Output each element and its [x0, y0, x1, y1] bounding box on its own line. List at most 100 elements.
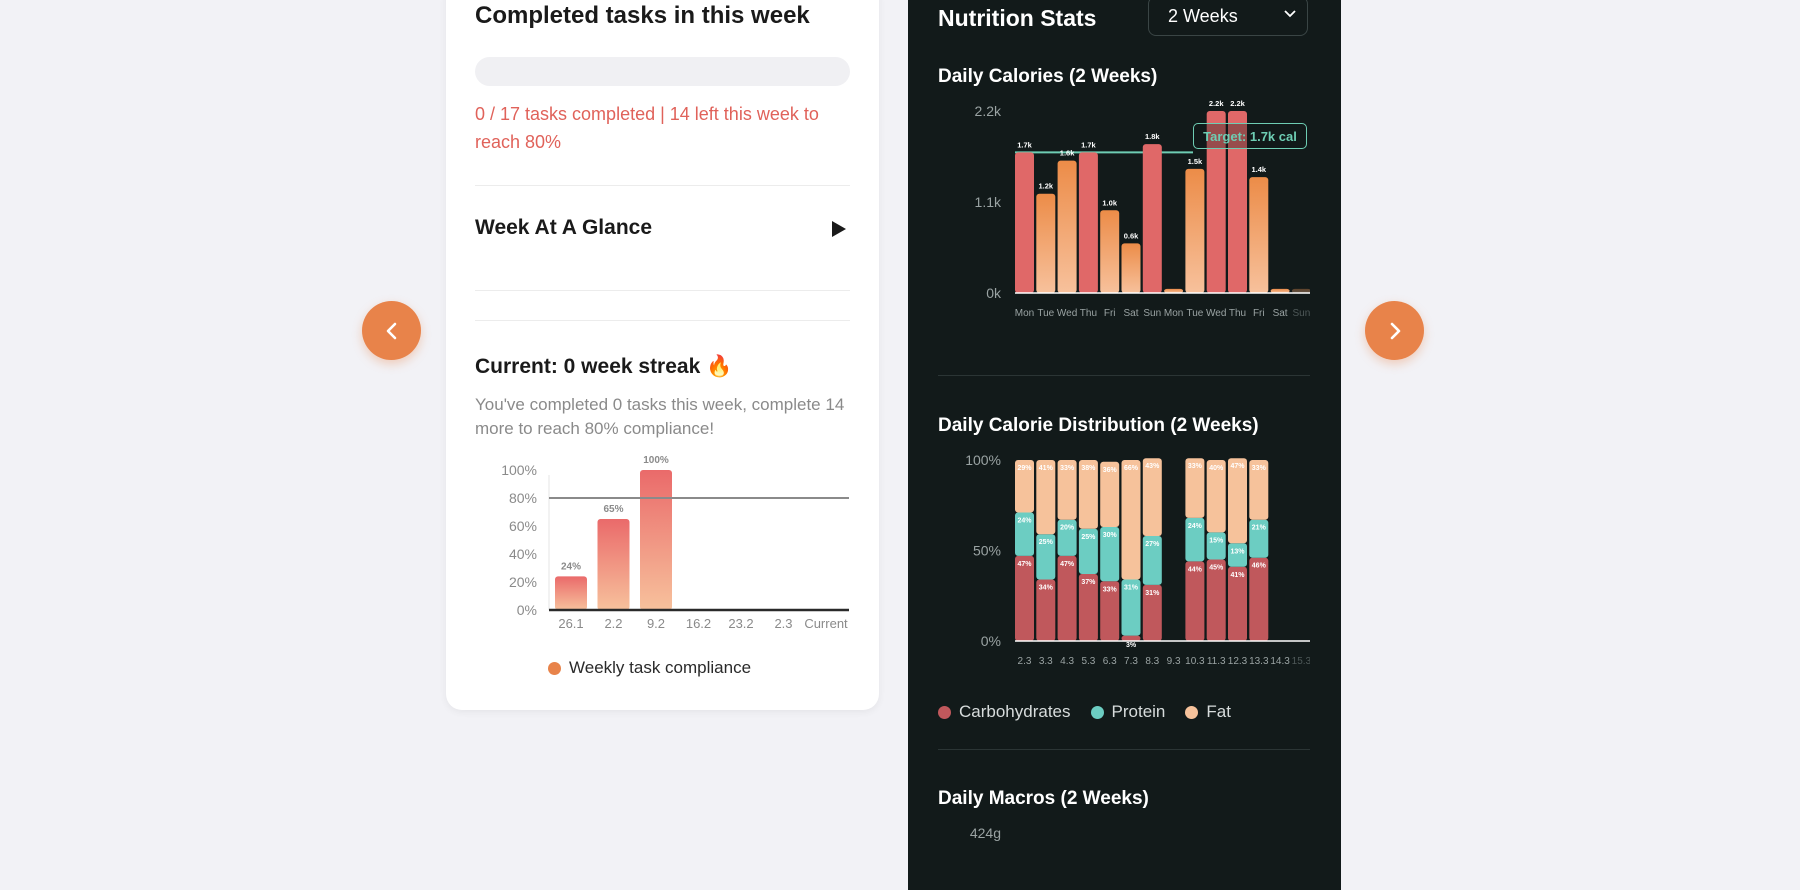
x-tick-label: 10.3	[1185, 656, 1205, 667]
tasks-progress-bar	[475, 57, 850, 86]
distribution-segment	[1206, 559, 1226, 641]
x-tick-label: 4.3	[1060, 656, 1074, 667]
segment-value-label: 30%	[1103, 532, 1118, 539]
segment-value-label: 25%	[1081, 534, 1096, 541]
distribution-segment	[1100, 461, 1120, 527]
distribution-segment	[1057, 460, 1077, 520]
segment-value-label: 38%	[1081, 465, 1096, 472]
previous-button[interactable]	[362, 301, 421, 360]
distribution-segment	[1121, 460, 1141, 580]
distribution-segment	[1057, 519, 1077, 556]
x-tick-label: 6.3	[1103, 656, 1117, 667]
calorie-bar	[1206, 111, 1226, 293]
distribution-segment	[1185, 458, 1205, 518]
week-at-a-glance-toggle[interactable]: Week At A Glance	[475, 212, 850, 246]
daily-macros-chart: 424g	[970, 825, 1001, 841]
x-tick-label: Sat	[1123, 308, 1138, 319]
segment-value-label: 29%	[1017, 465, 1032, 472]
x-tick-label: Sun	[1293, 308, 1310, 319]
bar-value-label: 2.2k	[1230, 99, 1245, 108]
distribution-segment	[1185, 561, 1205, 641]
completed-tasks-title: Completed tasks in this week	[475, 2, 810, 29]
divider	[475, 320, 850, 321]
segment-value-label: 3%	[1126, 642, 1137, 649]
bar-value-label: 100%	[643, 455, 669, 466]
distribution-segment	[1100, 581, 1120, 641]
distribution-segment	[1036, 460, 1056, 535]
compliance-legend: Weekly task compliance	[548, 658, 751, 678]
distribution-segment	[1228, 458, 1247, 544]
chevron-down-icon	[1284, 10, 1296, 18]
x-tick-label: 14.3	[1270, 656, 1290, 667]
y-tick-label: 1.1k	[975, 194, 1002, 210]
calorie-bar	[1164, 288, 1184, 293]
legend-label: Protein	[1111, 702, 1166, 721]
x-tick-label: 8.3	[1145, 656, 1159, 667]
divider	[475, 290, 850, 291]
segment-value-label: 20%	[1060, 525, 1075, 532]
calorie-bar	[1015, 152, 1034, 293]
streak-description: You've completed 0 tasks this week, comp…	[475, 395, 845, 438]
distribution-segment	[1121, 579, 1141, 636]
distribution-segment	[1228, 566, 1247, 641]
calorie-bar	[1121, 243, 1141, 293]
x-tick-label: Mon	[1164, 308, 1183, 319]
chevron-right-icon	[1390, 322, 1400, 339]
calorie-bar	[1185, 168, 1205, 293]
y-tick-label: 40%	[509, 546, 537, 562]
distribution-segment	[1057, 555, 1077, 641]
bar-value-label: 1.2k	[1038, 182, 1053, 191]
segment-value-label: 47%	[1060, 561, 1075, 568]
x-tick-label: Current	[804, 616, 848, 631]
x-tick-label: Tue	[1037, 308, 1054, 319]
x-tick-label: 12.3	[1228, 656, 1248, 667]
legend-label: Carbohydrates	[959, 702, 1071, 721]
x-tick-label: Sun	[1143, 308, 1161, 319]
x-tick-label: Thu	[1080, 308, 1097, 319]
x-tick-label: 2.2	[604, 616, 622, 631]
distribution-segment	[1015, 460, 1034, 513]
distribution-segment	[1015, 512, 1034, 556]
y-tick-label: 2.2k	[975, 103, 1002, 119]
segment-value-label: 24%	[1017, 517, 1032, 524]
divider	[475, 185, 850, 186]
segment-value-label: 15%	[1209, 537, 1224, 544]
x-tick-label: 7.3	[1124, 656, 1138, 667]
compliance-bar	[555, 576, 587, 610]
segment-value-label: 37%	[1081, 579, 1096, 586]
distribution-segment	[1121, 635, 1141, 641]
distribution-segment	[1228, 543, 1247, 567]
calorie-bar	[1078, 152, 1098, 293]
segment-value-label: 33%	[1252, 465, 1267, 472]
distribution-segment	[1206, 532, 1226, 560]
y-tick-label: 0k	[986, 285, 1002, 301]
bar-value-label: 1.7k	[1017, 140, 1032, 149]
segment-value-label: 36%	[1103, 467, 1118, 474]
legend-item-fat: Fat	[1185, 702, 1231, 722]
calorie-bar	[1249, 177, 1269, 293]
x-tick-label: 23.2	[728, 616, 753, 631]
segment-value-label: 34%	[1039, 584, 1054, 591]
x-tick-label: 2.3	[774, 616, 792, 631]
x-tick-label: Fri	[1104, 308, 1116, 319]
y-tick-label: 50%	[973, 543, 1001, 559]
progress-status-text: 0 / 17 tasks completed | 14 left this we…	[475, 104, 819, 152]
compliance-legend-label: Weekly task compliance	[569, 658, 752, 677]
distribution-segment	[1249, 519, 1269, 558]
distribution-segment	[1185, 517, 1205, 562]
calorie-bar	[1291, 288, 1310, 293]
y-tick-label: 100%	[501, 462, 537, 478]
y-tick-label: 20%	[509, 574, 537, 590]
segment-value-label: 45%	[1209, 565, 1224, 572]
next-button[interactable]	[1365, 301, 1424, 360]
x-tick-label: 3.3	[1039, 656, 1053, 667]
calorie-distribution-chart: 0% 50% 100% 47% 24% 29% 2.3 34% 25% 41% 3.3 47% 20% 3…	[965, 452, 1310, 667]
legend-item-protein: Protein	[1090, 702, 1166, 722]
segment-value-label: 25%	[1039, 539, 1054, 546]
x-tick-label: 13.3	[1249, 656, 1269, 667]
calorie-bar	[1036, 193, 1056, 293]
distribution-segment	[1015, 555, 1034, 641]
x-tick-label: Mon	[1015, 308, 1034, 319]
period-select[interactable]: 2 Weeks	[1148, 0, 1308, 36]
divider	[938, 375, 1310, 376]
